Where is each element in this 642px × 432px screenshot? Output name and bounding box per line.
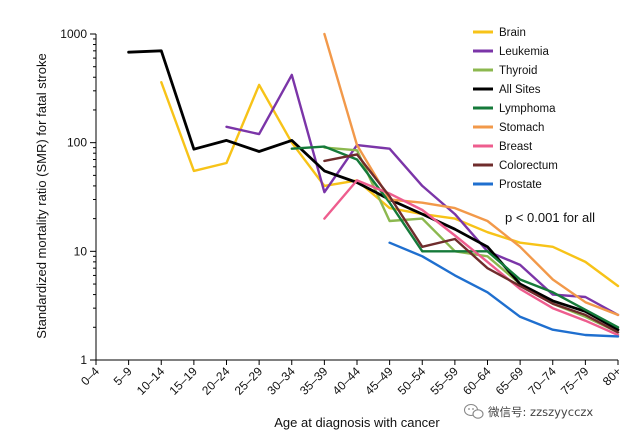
- series-layer: [127, 32, 620, 338]
- legend-label-thyroid: Thyroid: [499, 65, 537, 77]
- watermark-text: 微信号: zzszyycczx: [488, 405, 593, 419]
- x-tick-label: 45–49: [362, 364, 396, 398]
- x-tick-label: 40–44: [330, 364, 364, 398]
- x-tick-label: 35–39: [297, 364, 331, 398]
- x-tick-label: 25–29: [232, 364, 266, 398]
- x-tick-label: 70–74: [525, 364, 559, 398]
- x-tick-label: 80+: [600, 364, 624, 388]
- annotation-p-value: p < 0.001 for all: [505, 210, 595, 225]
- series-line-brain: [160, 81, 620, 288]
- series-line-lymphoma: [290, 145, 620, 329]
- legend-label-colorectum: Colorectum: [499, 160, 558, 172]
- series-line-breast: [323, 179, 620, 337]
- series-line-leukemia: [225, 73, 620, 317]
- y-axis-title: Standardized mortality ratio (SMR) for f…: [34, 53, 49, 338]
- x-tick-label: 55–59: [427, 364, 461, 398]
- watermark: 微信号: zzszyycczx: [463, 403, 593, 419]
- legend-label-stomach: Stomach: [499, 122, 544, 134]
- legend: Brain Leukemia Thyroid All Sites Lymphoma Sto…: [473, 27, 558, 191]
- y-tick-label: 10: [74, 244, 88, 258]
- series-line-all-sites: [127, 49, 620, 332]
- legend-label-lymphoma: Lymphoma: [499, 103, 556, 115]
- x-tick-label: 60–64: [460, 364, 494, 398]
- series-line-prostate: [388, 241, 620, 338]
- legend-label-leukemia: Leukemia: [499, 46, 549, 58]
- x-tick-label: 30–34: [264, 364, 298, 398]
- x-tick-label: 10–14: [134, 364, 168, 398]
- legend-label-all-sites: All Sites: [499, 84, 541, 96]
- legend-label-prostate: Prostate: [499, 179, 542, 191]
- y-tick-label: 100: [67, 136, 87, 150]
- x-tick-label: 65–69: [493, 364, 527, 398]
- series-line-colorectum: [323, 153, 620, 334]
- legend-label-breast: Breast: [499, 141, 533, 153]
- x-tick-label: 0–4: [78, 364, 102, 388]
- series-line-stomach: [323, 32, 620, 317]
- legend-label-brain: Brain: [499, 27, 526, 39]
- y-tick-label: 1000: [60, 27, 87, 41]
- x-tick-label: 15–19: [166, 364, 200, 398]
- x-tick-label: 20–24: [199, 364, 233, 398]
- y-tick-label: 1: [80, 353, 87, 367]
- x-tick-label: 5–9: [111, 364, 135, 388]
- wechat-icon: [463, 403, 484, 419]
- x-tick-label: 75–79: [558, 364, 592, 398]
- x-axis-title: Age at diagnosis with cancer: [274, 415, 440, 430]
- x-tick-label: 50–54: [395, 364, 429, 398]
